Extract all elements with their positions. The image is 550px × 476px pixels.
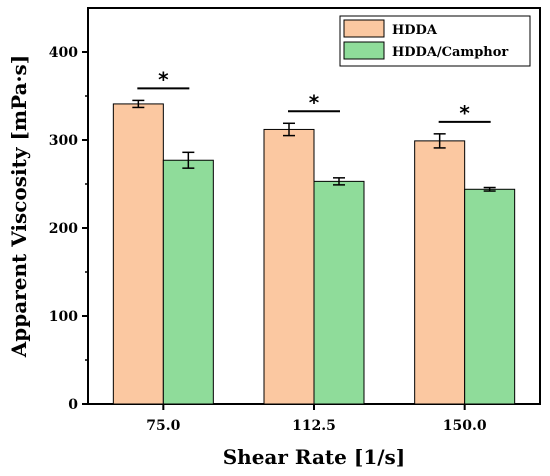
bar	[414, 140, 466, 405]
bar	[313, 180, 365, 405]
x-tick-label: 150.0	[443, 418, 487, 434]
significance-star: *	[459, 101, 470, 125]
y-tick-label: 100	[49, 309, 78, 325]
y-axis-title: Apparent Viscosity [mPa·s]	[7, 55, 31, 358]
bar	[263, 128, 315, 405]
legend-label: HDDA/Camphor	[392, 45, 508, 60]
x-axis-title: Shear Rate [1/s]	[223, 445, 406, 469]
legend-swatch	[343, 19, 385, 38]
x-tick-label: 112.5	[292, 418, 336, 434]
y-tick-label: 300	[49, 133, 78, 149]
y-axis: 0 100 200 300 400	[49, 45, 88, 413]
x-tick-label: 75.0	[146, 418, 180, 434]
significance-star: *	[309, 90, 320, 114]
y-tick-label: 400	[49, 45, 78, 61]
significance-markers: * * *	[137, 67, 491, 125]
y-tick-label: 0	[68, 397, 78, 413]
legend-swatch	[343, 41, 385, 60]
bar	[112, 103, 164, 405]
bar	[162, 159, 214, 405]
bars	[112, 103, 516, 405]
legend-label: HDDA	[392, 23, 438, 38]
error-bars	[132, 99, 496, 192]
bar	[464, 188, 516, 405]
y-tick-label: 200	[49, 221, 78, 237]
significance-star: *	[158, 67, 169, 91]
x-axis: 75.0 112.5 150.0	[146, 404, 487, 434]
legend: HDDA HDDA/Camphor	[339, 15, 531, 67]
